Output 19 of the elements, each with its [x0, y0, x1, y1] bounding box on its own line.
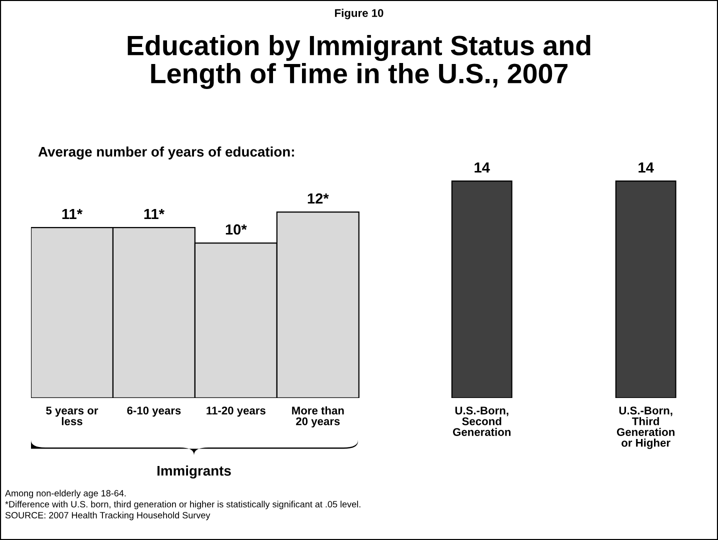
data-label: 11* — [62, 208, 83, 220]
chart-subtitle: Figure 10 — [335, 8, 384, 20]
x-tick-label: More than 20 years — [292, 406, 344, 428]
x-tick-label: 5 years or less — [46, 406, 98, 426]
data-label: 11* — [144, 208, 164, 220]
data-label: 14 — [474, 162, 490, 173]
x-tick-label: 6-10 years — [127, 406, 181, 417]
x-tick-label: 11-20 years — [206, 406, 266, 417]
y-axis-title: Average number of years of education: — [38, 146, 294, 160]
text: Immigrants — [158, 465, 231, 479]
text: *Difference with U.S. born, third generation or higher is statistically significant at .05 level. — [5, 500, 360, 510]
text: Among non-elderly age 18-64. — [5, 490, 126, 498]
x-tick-label: U.S.-Born, Third Generation or Higher — [616, 406, 674, 449]
chart-title: Education by Immigrant Status and Length of Time in the U.S., 2007 — [128, 34, 590, 90]
data-label: 14 — [638, 162, 654, 173]
data-label: 12* — [308, 193, 329, 204]
data-label: 10* — [226, 224, 247, 235]
source-note: SOURCE: 2007 Health Tracking Household Survey — [5, 512, 210, 520]
x-tick-label: U.S.-Born, Second Generation — [452, 406, 511, 436]
